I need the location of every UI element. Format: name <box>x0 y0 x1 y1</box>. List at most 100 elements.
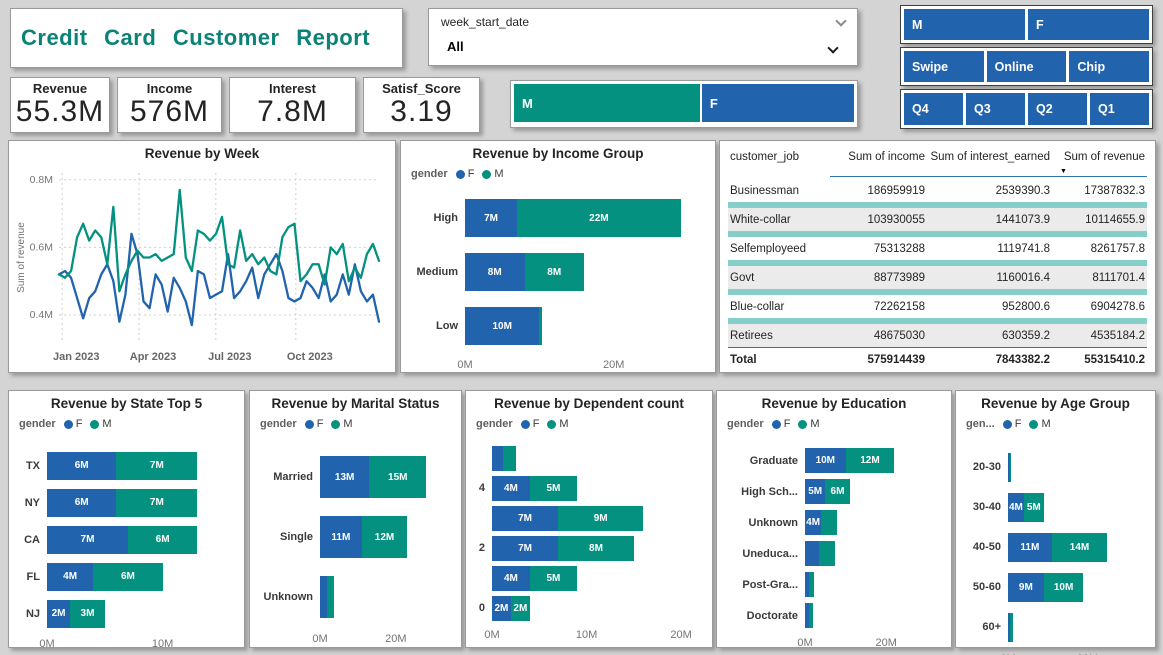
table-row[interactable]: Businessman 186959919 2539390.3 17387832.3 <box>728 179 1147 202</box>
bar-segment-m[interactable]: 8M <box>558 535 634 561</box>
table-row[interactable]: Blue-collar 72262158 952800.6 6904278.6 <box>728 295 1147 318</box>
legend-item-m[interactable]: M <box>90 418 112 430</box>
bar-segment-f[interactable]: 5M <box>805 479 826 504</box>
collapse-chevron-icon[interactable] <box>835 15 847 27</box>
filter-button-online[interactable]: Online <box>986 51 1067 82</box>
filter-button-m[interactable]: M <box>904 9 1025 40</box>
x-axis-tick: 0M <box>312 633 328 645</box>
legend-item-m[interactable]: M <box>331 418 353 430</box>
bar-segment-m[interactable]: 6M <box>93 562 163 591</box>
filter-button-swipe[interactable]: Swipe <box>904 51 984 82</box>
bar-segment-m[interactable] <box>539 307 543 345</box>
week-filter-dropdown[interactable]: All <box>439 34 847 59</box>
legend-item-m[interactable]: M <box>482 168 504 180</box>
legend-item-f[interactable]: F <box>63 418 82 430</box>
bar-segment-f[interactable]: 7M <box>492 505 559 531</box>
bar-segment-f[interactable] <box>492 445 504 471</box>
sort-descending-icon[interactable]: ▼ <box>1060 168 1067 175</box>
bar-segment-f[interactable]: 4M <box>492 475 530 501</box>
filter-button-q4[interactable]: Q4 <box>904 93 963 125</box>
legend-item-f[interactable]: F <box>520 418 539 430</box>
bar-segment-m[interactable]: 22M <box>517 199 681 237</box>
header-cell[interactable]: Sum of revenue ▼ <box>1052 151 1147 177</box>
filter-button-q2[interactable]: Q2 <box>1028 93 1087 125</box>
bar-segment-f[interactable] <box>805 572 810 597</box>
bar-segment-m[interactable]: 6M <box>127 525 198 554</box>
line-series-m[interactable] <box>57 188 381 293</box>
legend-item-f[interactable]: F <box>771 418 790 430</box>
slicer-option-m[interactable]: M <box>514 84 700 122</box>
bar-segment-m[interactable] <box>326 576 335 618</box>
bar-segment-f[interactable] <box>1008 612 1011 642</box>
table-row[interactable]: Govt 88773989 1160016.4 8111701.4 <box>728 266 1147 289</box>
bar-segment-f[interactable]: 11M <box>320 516 362 558</box>
bar-segment-m[interactable]: 15M <box>369 456 427 498</box>
header-cell[interactable]: customer_job <box>730 151 800 163</box>
week-filter-card: week_start_date All <box>428 8 858 66</box>
bar-segment-f[interactable]: 4M <box>492 565 530 591</box>
bar-segment-f[interactable]: 2M <box>47 599 71 628</box>
legend-item-f[interactable]: F <box>1002 418 1021 430</box>
bar-segment-f[interactable]: 4M <box>1008 492 1024 522</box>
legend-item-f[interactable]: F <box>304 418 323 430</box>
bar-segment-f[interactable]: 2M <box>492 595 511 621</box>
filter-button-chip[interactable]: Chip <box>1069 51 1150 82</box>
bar-segment-f[interactable]: 10M <box>805 448 846 473</box>
bar-segment-m[interactable]: 8M <box>524 253 584 291</box>
bar-segment-f[interactable] <box>805 541 820 566</box>
filter-button-q1[interactable]: Q1 <box>1090 93 1149 125</box>
bar-segment-m[interactable] <box>819 541 836 566</box>
bar-segment-m[interactable] <box>808 603 813 628</box>
bar-segment-m[interactable]: 3M <box>70 599 105 628</box>
bar-segment-f[interactable]: 10M <box>465 307 540 345</box>
bar-segment-f[interactable]: 4M <box>47 562 94 591</box>
legend-item-m[interactable]: M <box>547 418 569 430</box>
bar-segment-m[interactable]: 5M <box>529 565 578 591</box>
bar-segment-f[interactable]: 6M <box>47 488 117 517</box>
legend-item-m[interactable]: M <box>798 418 820 430</box>
header-cell[interactable]: Sum of interest_earned <box>927 151 1052 177</box>
bar-segment-m[interactable]: 10M <box>1043 572 1084 602</box>
bar-category-label: 30-40 <box>972 501 1001 513</box>
bar-segment-m[interactable]: 6M <box>825 479 850 504</box>
legend-dot <box>482 169 492 179</box>
filter-button-q3[interactable]: Q3 <box>966 93 1025 125</box>
table-row[interactable]: White-collar 103930055 1441073.9 10114655.9 <box>728 208 1147 231</box>
bar-segment-m[interactable]: 7M <box>116 488 198 517</box>
legend-item-m[interactable]: M <box>1029 418 1051 430</box>
bar-segment-m[interactable]: 12M <box>361 516 408 558</box>
bar-segment-f[interactable]: 6M <box>47 451 117 480</box>
bar-segment-f[interactable]: 4M <box>805 510 822 535</box>
bar-segment-m[interactable]: 14M <box>1051 532 1108 562</box>
bar-segment-f[interactable]: 7M <box>47 525 128 554</box>
bar-segment-m[interactable]: 2M <box>510 595 530 621</box>
bar-segment-m[interactable]: 12M <box>845 448 895 473</box>
bar-segment-f[interactable]: 7M <box>465 199 518 237</box>
line-chart[interactable]: 0.4M 0.6M 0.8M Jan 2023 Apr 2023 Jul 2023 Oct … <box>13 165 389 368</box>
bar-segment-m[interactable] <box>503 445 516 471</box>
bar-segment-f[interactable] <box>805 603 809 628</box>
bar-segment-m[interactable] <box>821 510 838 535</box>
bar-segment-m[interactable]: 5M <box>529 475 578 501</box>
table-cell: 1441073.9 <box>995 213 1050 226</box>
bar-segment-m[interactable]: 5M <box>1023 492 1044 522</box>
header-cell[interactable]: Sum of income <box>830 151 927 177</box>
bar-segment-f[interactable] <box>1008 452 1010 482</box>
bar-segment-f[interactable]: 11M <box>1008 532 1052 562</box>
bar-segment-f[interactable]: 9M <box>1008 572 1044 602</box>
filter-button-f[interactable]: F <box>1028 9 1149 40</box>
bar-segment-m[interactable]: 7M <box>116 451 198 480</box>
bar-segment-f[interactable]: 8M <box>465 253 525 291</box>
bar-segment-m[interactable] <box>1009 452 1012 482</box>
slicer-option-f[interactable]: F <box>701 84 854 122</box>
table-row[interactable]: Retirees 48675030 630359.2 4535184.2 <box>728 324 1147 347</box>
bar-segment-f[interactable] <box>320 576 327 618</box>
bar-segment-m[interactable]: 9M <box>558 505 644 531</box>
bar-segment-f[interactable]: 7M <box>492 535 559 561</box>
bar-segment-f[interactable]: 13M <box>320 456 370 498</box>
bar-segment-m[interactable] <box>1010 612 1014 642</box>
table-row[interactable]: Selfemployeed 75313288 1119741.8 8261757.8 <box>728 237 1147 260</box>
bar-segment-m[interactable] <box>809 572 814 597</box>
legend-item-f[interactable]: F <box>455 168 474 180</box>
